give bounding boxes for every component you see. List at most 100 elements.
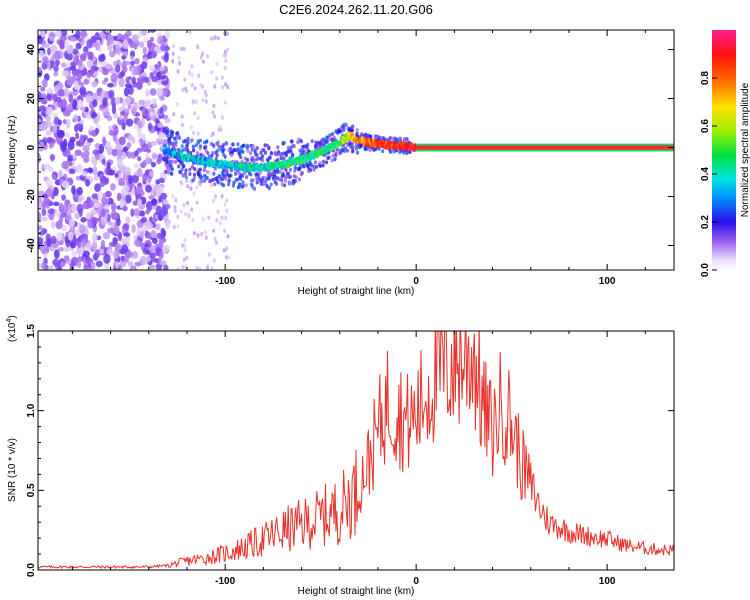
noise-speck — [145, 89, 150, 97]
trace-halo — [272, 175, 276, 180]
trace-halo — [180, 160, 184, 165]
faint-speck — [190, 64, 194, 69]
noise-speck — [55, 96, 62, 103]
faint-speck — [187, 70, 191, 75]
noise-speck — [71, 185, 76, 195]
noise-speck — [81, 239, 86, 248]
y-tick-label: 40 — [26, 44, 37, 56]
trace-halo — [321, 138, 325, 143]
trace-halo — [237, 152, 242, 157]
faint-speck — [183, 77, 187, 82]
trace-halo — [300, 170, 304, 175]
noise-speck — [123, 112, 129, 119]
trace-halo — [293, 168, 297, 173]
trace-halo — [196, 140, 201, 145]
noise-speck — [108, 129, 116, 136]
y-tick-label: 0.5 — [26, 483, 37, 497]
trace-halo — [355, 146, 359, 151]
noise-speck — [137, 156, 142, 162]
noise-speck — [41, 261, 46, 270]
noise-speck — [94, 183, 101, 193]
noise-speck — [107, 197, 114, 205]
noise-speck — [80, 32, 88, 37]
faint-speck — [224, 215, 228, 221]
x-tick-label: 100 — [599, 576, 616, 587]
noise-speck — [131, 224, 136, 234]
trace-halo — [338, 151, 342, 156]
faint-speck — [172, 224, 176, 230]
noise-speck — [133, 42, 138, 50]
noise-speck — [86, 71, 92, 78]
faint-speck — [173, 205, 177, 210]
faint-speck — [189, 125, 193, 130]
trace-halo — [359, 143, 363, 148]
noise-speck — [139, 230, 145, 239]
noise-speck — [147, 205, 152, 212]
noise-speck — [38, 262, 42, 269]
noise-speck — [156, 232, 164, 240]
noise-speck — [100, 217, 108, 226]
trace-halo — [170, 133, 174, 138]
trace-halo — [184, 175, 188, 180]
faint-speck — [182, 203, 186, 208]
trace-halo — [348, 128, 352, 133]
trace-halo — [186, 136, 190, 141]
trace-halo — [195, 151, 200, 156]
noise-speck — [90, 65, 95, 75]
noise-speck — [131, 137, 136, 144]
noise-speck — [86, 266, 93, 270]
noise-speck — [41, 207, 46, 217]
noise-speck — [69, 65, 76, 71]
trace-point — [360, 136, 364, 141]
noise-speck — [117, 158, 123, 167]
noise-speck — [140, 255, 147, 266]
trace-halo — [268, 155, 272, 160]
faint-speck — [185, 255, 189, 261]
noise-speck — [66, 52, 73, 61]
noise-speck — [45, 177, 52, 188]
trace-halo — [241, 183, 245, 188]
noise-speck — [68, 168, 76, 175]
faint-speck — [201, 216, 205, 222]
trace-halo — [164, 131, 169, 136]
noise-speck — [75, 123, 82, 129]
trace-halo — [169, 171, 173, 176]
faint-speck — [183, 247, 187, 253]
trace-halo — [346, 142, 350, 147]
noise-speck — [104, 191, 112, 198]
faint-speck — [226, 255, 230, 260]
noise-speck — [83, 154, 90, 163]
trace-halo — [249, 182, 254, 187]
faint-speck — [176, 69, 180, 74]
noise-speck — [140, 218, 147, 223]
trace-halo — [172, 136, 177, 141]
noise-speck — [111, 148, 119, 157]
snr-multiplier-close: ) — [7, 315, 18, 318]
faint-speck — [211, 110, 215, 115]
faint-speck — [178, 61, 182, 66]
faint-speck — [209, 36, 213, 41]
noise-speck — [158, 251, 164, 260]
noise-speck — [105, 141, 112, 149]
trace-halo — [226, 148, 231, 153]
noise-speck — [86, 242, 92, 251]
noise-speck — [158, 131, 164, 140]
noise-speck — [148, 264, 156, 270]
noise-speck — [107, 34, 114, 45]
noise-speck — [158, 177, 165, 183]
faint-speck — [180, 114, 184, 119]
noise-speck — [161, 204, 167, 212]
trace-halo — [276, 169, 280, 174]
noise-speck — [53, 249, 60, 260]
noise-speck — [151, 97, 156, 104]
faint-speck — [186, 200, 190, 206]
trace-halo — [258, 178, 263, 183]
noise-speck — [96, 95, 102, 102]
noise-speck — [78, 224, 86, 234]
noise-speck — [112, 249, 120, 259]
noise-speck — [108, 50, 116, 58]
noise-speck — [154, 258, 159, 264]
faint-speck — [212, 103, 216, 109]
noise-speck — [38, 66, 42, 73]
snr-frame — [37, 330, 675, 571]
